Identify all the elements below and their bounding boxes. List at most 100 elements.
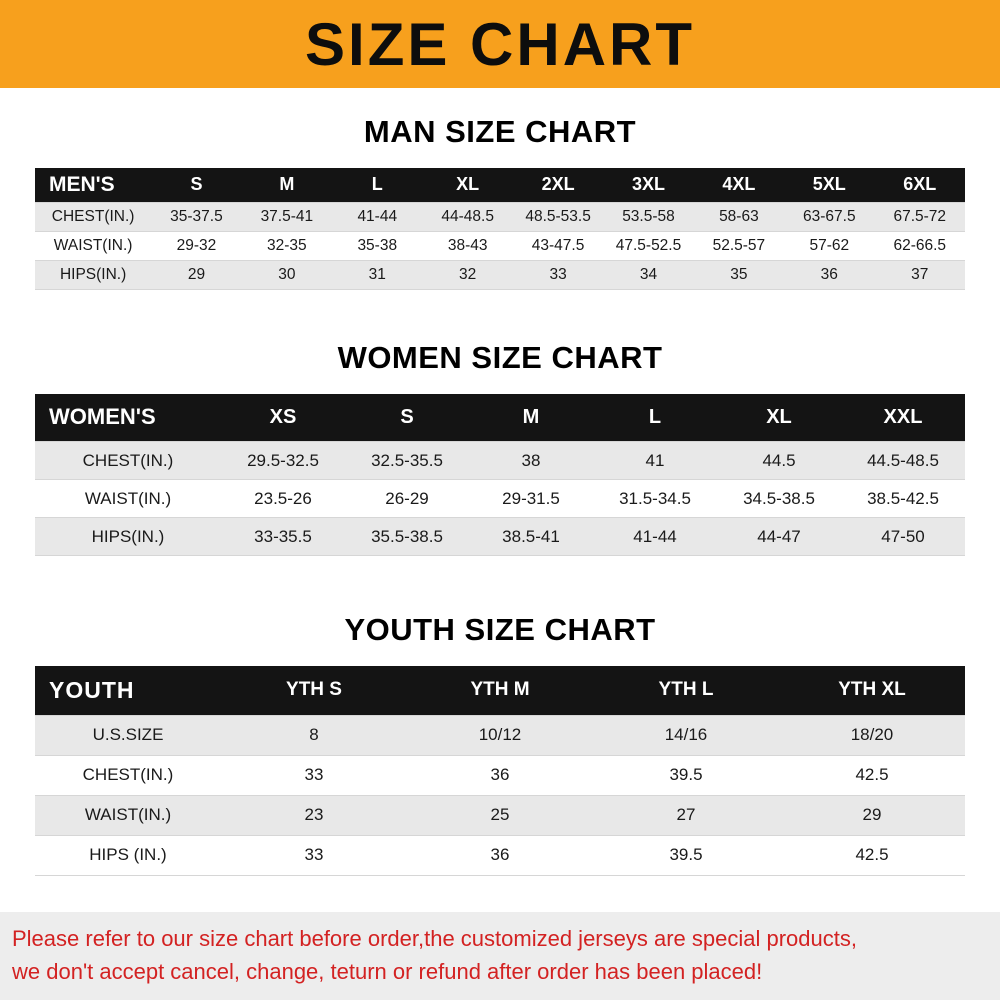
size-header-cell: XL xyxy=(717,393,841,442)
value-cell: 35.5-38.5 xyxy=(371,526,443,546)
value-cell: 18/20 xyxy=(850,725,894,744)
value-cell: 31.5-34.5 xyxy=(619,488,691,508)
row-label-cell: WAIST(IN.) xyxy=(84,488,172,508)
header-row: YOUTH YTH S YTH M YTH L YTH XL xyxy=(35,666,965,715)
size-header-cell: M xyxy=(241,168,333,202)
value-cell: 38.5-41 xyxy=(502,526,560,546)
data-row: CHEST(IN.) 29.5-32.5 32.5-35.5 38 41 44.5 44.5… xyxy=(35,441,965,480)
size-header-cell: S xyxy=(151,168,242,202)
women-size-chart-heading: WOMEN SIZE CHART xyxy=(337,339,663,375)
value-cell: 29 xyxy=(862,805,882,824)
size-header-cell: S xyxy=(345,393,469,442)
value-cell: 33 xyxy=(304,765,324,784)
value-cell: 38 xyxy=(521,450,541,470)
value-cell: 32.5-35.5 xyxy=(371,450,443,470)
women-size-chart-section: WOMEN SIZE CHART WOMEN'S XS S M L XL XXL CHEST(… xyxy=(0,290,1000,557)
row-label-cell: WAIST(IN.) xyxy=(53,236,133,254)
value-cell: 39.5 xyxy=(669,765,703,784)
row-label-cell: HIPS (IN.) xyxy=(89,845,167,864)
value-cell: 41 xyxy=(645,450,665,470)
table-title-cell: WOMEN'S xyxy=(35,393,221,442)
man-size-chart-heading: MAN SIZE CHART xyxy=(363,114,637,149)
value-cell: 67.5-72 xyxy=(893,207,947,225)
value-cell: 47.5-52.5 xyxy=(615,236,682,254)
value-cell: 38-43 xyxy=(447,236,488,254)
data-row: CHEST(IN.) 35-37.5 37.5-41 41-44 44-48.5 48.5… xyxy=(35,202,965,231)
value-cell: 47-50 xyxy=(881,526,925,546)
size-header-cell: YTH M xyxy=(407,666,593,715)
data-row: CHEST(IN.) 33 36 39.5 42.5 xyxy=(35,755,965,795)
data-row: WAIST(IN.) 29-32 32-35 35-38 38-43 43-47.5 47.… xyxy=(35,231,965,260)
value-cell: 36 xyxy=(490,765,510,784)
data-row: U.S.SIZE 8 10/12 14/16 18/20 xyxy=(35,715,965,755)
data-row: WAIST(IN.) 23.5-26 26-29 29-31.5 31.5-34.5 34… xyxy=(35,479,965,518)
value-cell: 29-32 xyxy=(176,236,217,254)
size-header-cell: YTH XL xyxy=(779,666,965,715)
value-cell: 36 xyxy=(490,845,510,864)
value-cell: 57-62 xyxy=(809,236,850,254)
value-cell: 35-37.5 xyxy=(170,207,223,225)
value-cell: 43-47.5 xyxy=(531,236,585,254)
table-title-cell: MEN'S xyxy=(35,168,152,202)
youth-size-table: YOUTH YTH S YTH M YTH L YTH XL U.S.SIZE 8 10/12… xyxy=(35,666,965,876)
value-cell: 33-35.5 xyxy=(254,526,312,546)
page-title: SIZE CHART xyxy=(305,10,695,78)
value-cell: 29.5-32.5 xyxy=(247,450,319,470)
value-cell: 33 xyxy=(304,845,324,864)
footer-note-line-1: Please refer to our size chart before or… xyxy=(12,926,857,951)
value-cell: 41-44 xyxy=(633,526,677,546)
row-label-cell: U.S.SIZE xyxy=(92,725,164,744)
size-header-cell: L xyxy=(593,393,717,442)
value-cell: 44-48.5 xyxy=(441,207,494,225)
value-cell: 8 xyxy=(309,725,319,744)
footer-note: Please refer to our size chart before or… xyxy=(0,912,1000,1000)
size-header-cell: XS xyxy=(221,393,345,442)
size-header-cell: 3XL xyxy=(603,168,694,202)
table-title-cell: YOUTH xyxy=(35,666,221,715)
data-row: HIPS (IN.) 33 36 39.5 42.5 xyxy=(35,835,965,875)
value-cell: 29 xyxy=(187,265,206,283)
value-cell: 32-35 xyxy=(267,236,307,254)
row-label-cell: CHEST(IN.) xyxy=(82,765,174,784)
value-cell: 27 xyxy=(676,805,696,824)
size-header-cell: 2XL xyxy=(512,168,604,202)
value-cell: 52.5-57 xyxy=(712,236,766,254)
value-cell: 44-47 xyxy=(757,526,801,546)
row-label-cell: CHEST(IN.) xyxy=(51,207,135,225)
value-cell: 29-31.5 xyxy=(502,488,560,508)
value-cell: 31 xyxy=(368,265,386,283)
size-header-cell: 6XL xyxy=(874,168,965,202)
banner: SIZE CHART xyxy=(0,0,1000,88)
value-cell: 10/12 xyxy=(478,725,522,744)
value-cell: 33 xyxy=(549,265,567,283)
data-row: WAIST(IN.) 23 25 27 29 xyxy=(35,795,965,835)
size-header-cell: YTH S xyxy=(221,666,407,715)
row-label-cell: WAIST(IN.) xyxy=(84,805,172,824)
value-cell: 62-66.5 xyxy=(893,236,947,254)
size-header-cell: L xyxy=(332,168,423,202)
man-size-chart-section: MAN SIZE CHART MEN'S S M L XL 2XL 3XL 4XL 5XL 6XL… xyxy=(0,88,1000,290)
header-row: MEN'S S M L XL 2XL 3XL 4XL 5XL 6XL xyxy=(35,168,965,202)
value-cell: 38.5-42.5 xyxy=(867,488,939,508)
value-cell: 37.5-41 xyxy=(260,207,314,225)
size-header-cell: XXL xyxy=(841,393,965,442)
youth-size-chart-section: YOUTH SIZE CHART YOUTH YTH S YTH M YTH L YTH… xyxy=(0,556,1000,876)
man-size-table: MEN'S S M L XL 2XL 3XL 4XL 5XL 6XL CHEST(IN.) 35-37… xyxy=(35,168,965,290)
value-cell: 58-63 xyxy=(719,207,759,225)
size-header-cell: 4XL xyxy=(693,168,785,202)
size-header-cell: 5XL xyxy=(784,168,875,202)
size-header-cell: YTH L xyxy=(593,666,779,715)
data-row: HIPS(IN.) 33-35.5 35.5-38.5 38.5-41 41-44 44-… xyxy=(35,517,965,556)
value-cell: 37 xyxy=(911,265,929,283)
footer-note-line-2: we don't accept cancel, change, teturn o… xyxy=(12,959,763,984)
value-cell: 42.5 xyxy=(855,845,889,864)
value-cell: 26-29 xyxy=(385,488,429,508)
data-row: HIPS(IN.) 29 30 31 32 33 34 35 36 37 xyxy=(35,260,965,289)
value-cell: 23.5-26 xyxy=(254,488,312,508)
row-label-cell: HIPS(IN.) xyxy=(91,526,165,546)
row-label-cell: HIPS(IN.) xyxy=(59,265,127,283)
value-cell: 14/16 xyxy=(664,725,708,744)
value-cell: 35-38 xyxy=(357,236,398,254)
value-cell: 34.5-38.5 xyxy=(743,488,815,508)
value-cell: 32 xyxy=(459,265,477,283)
